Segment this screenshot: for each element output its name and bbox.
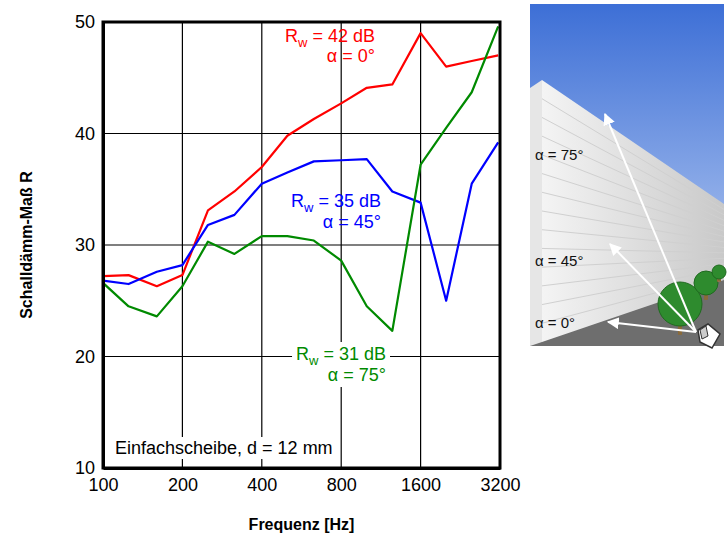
x-tick: 400 — [247, 468, 277, 495]
speaker — [698, 324, 720, 348]
x-tick-label: 3200 — [480, 475, 520, 495]
y-grid-line — [103, 133, 500, 134]
angle-label: α = 0° — [535, 314, 575, 331]
x-axis: 10020040080016003200 — [88, 468, 520, 495]
building-stripe — [542, 117, 724, 214]
label-background — [292, 342, 390, 387]
series-line — [103, 26, 498, 330]
x-tick: 800 — [327, 468, 357, 495]
tree — [712, 265, 726, 279]
series-name: α = 45° — [323, 212, 381, 232]
series-labels: Rw = 42 dBα = 0°Rw = 35 dBα = 45°Rw = 31… — [285, 26, 390, 387]
speaker-cone — [700, 326, 708, 339]
x-axis-title: Frequenz [Hz] — [249, 516, 355, 533]
grid — [103, 22, 500, 468]
annotation-background — [112, 437, 336, 459]
x-tick-label: 1600 — [401, 475, 441, 495]
building-side — [530, 80, 542, 346]
x-tick-label: 200 — [168, 475, 198, 495]
series-name: α = 75° — [328, 365, 386, 385]
chart-root: 100200400800160032001020304050Frequenz [… — [0, 0, 728, 545]
building-front — [542, 80, 724, 342]
series-name: α = 0° — [327, 46, 375, 66]
y-tick-label: 30 — [75, 235, 95, 255]
angle-arrow — [605, 114, 696, 332]
y-axis: 10 20 30 40 50 — [75, 12, 104, 478]
angle-label: α = 45° — [535, 252, 583, 269]
plot-background — [103, 22, 500, 468]
building-stripe — [542, 155, 724, 226]
building-stripe — [542, 230, 724, 248]
y-tick: 30 — [75, 235, 103, 255]
x-tick: 1600 — [401, 468, 441, 495]
building-stripe — [542, 192, 724, 236]
y-tick-label: 20 — [75, 347, 95, 367]
series-line — [103, 33, 498, 286]
plot-frame — [103, 22, 500, 468]
x-tick-label: 400 — [247, 475, 277, 495]
y-tick: 50 — [75, 12, 103, 32]
y-tick-label: 50 — [75, 12, 95, 32]
angle-arrow — [610, 244, 696, 332]
y-tick: 40 — [75, 124, 103, 144]
y-tick: 10 — [75, 458, 103, 478]
annotation: Einfachscheibe, d = 12 mm — [115, 438, 333, 458]
y-axis-title: Schalldämm-Maß R — [18, 171, 35, 319]
series-line — [103, 142, 498, 300]
x-tick: 200 — [168, 468, 198, 495]
x-tick-label: 800 — [327, 475, 357, 495]
angle-label: α = 75° — [535, 146, 583, 163]
y-tick: 20 — [75, 347, 103, 367]
y-tick-label: 40 — [75, 124, 95, 144]
y-grid-line — [103, 244, 500, 245]
series-lines — [103, 26, 498, 330]
illustration: α = 75° α = 45° α = 0° — [530, 4, 726, 348]
chart-svg: 100200400800160032001020304050Frequenz [… — [0, 0, 728, 545]
x-tick: 3200 — [480, 468, 520, 495]
angle-arrow — [608, 322, 696, 332]
y-tick-label: 10 — [75, 458, 95, 478]
building-stripe — [542, 211, 724, 242]
